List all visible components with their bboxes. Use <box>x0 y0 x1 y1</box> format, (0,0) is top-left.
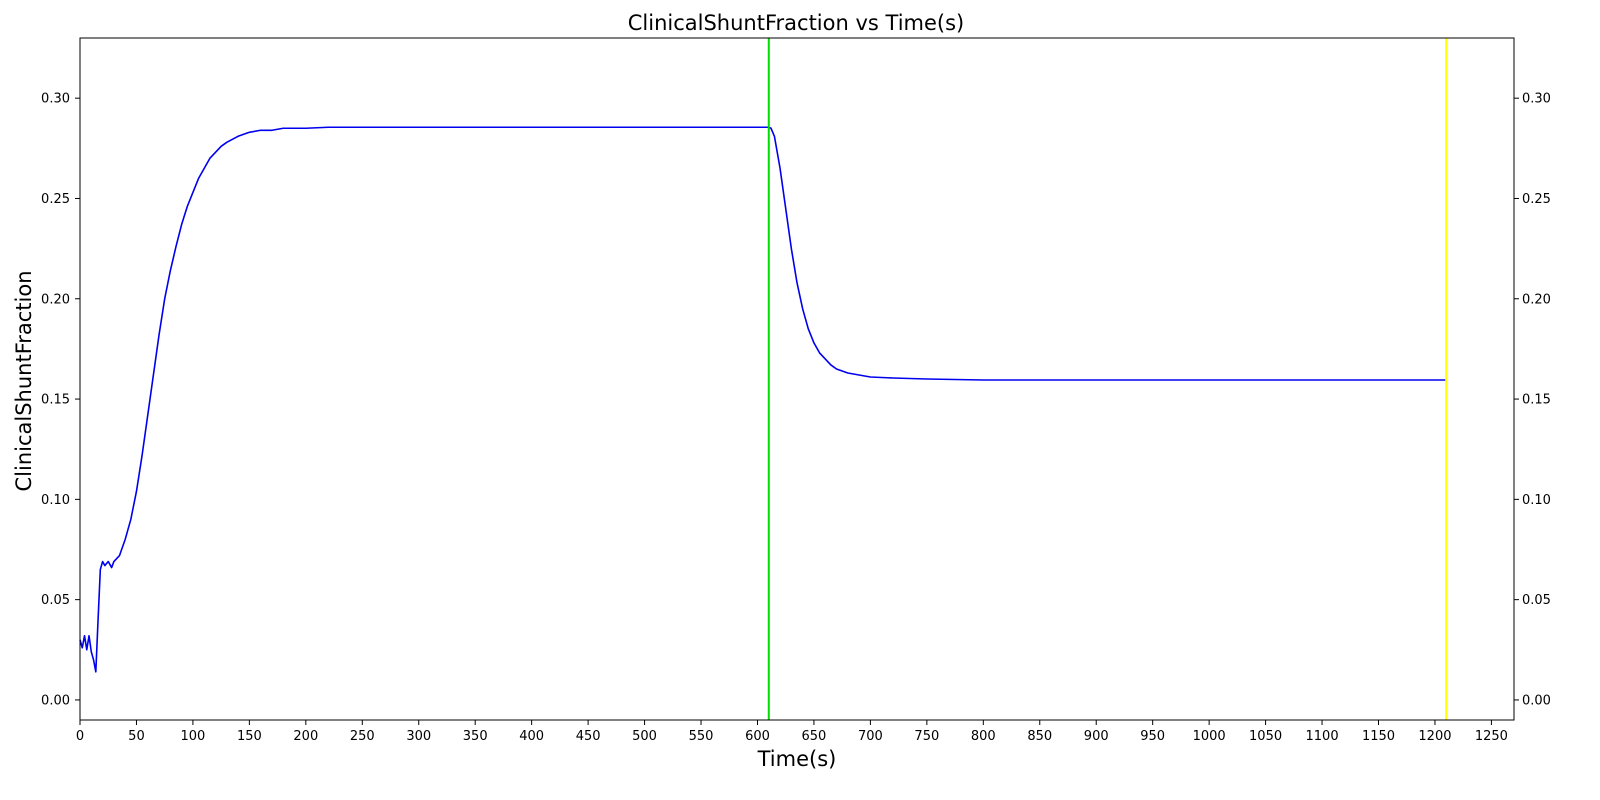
x-tick-label: 600 <box>745 729 770 744</box>
x-tick-label: 950 <box>1140 729 1165 744</box>
y-tick-label-right: 0.25 <box>1522 192 1551 207</box>
x-tick-label: 550 <box>689 729 714 744</box>
y-tick-label-left: 0.15 <box>41 393 70 408</box>
y-axis-right-ticks: 0.00 0.05 0.10 0.15 0.20 0.25 0.30 <box>1514 92 1551 708</box>
y-tick-label-left: 0.05 <box>41 593 70 608</box>
x-tick-label: 1250 <box>1475 729 1508 744</box>
y-tick-label-right: 0.20 <box>1522 292 1551 307</box>
x-axis-ticks: 0 50 100 150 200 250 300 350 400 450 500 550 600 650 7… <box>76 720 1508 744</box>
y-tick-label-left: 0.10 <box>41 493 70 508</box>
y-axis-left-ticks: 0.00 0.05 0.10 0.15 0.20 0.25 0.30 <box>41 92 80 708</box>
y-tick-label-left: 0.20 <box>41 292 70 307</box>
y-tick-label-right: 0.00 <box>1522 693 1551 708</box>
x-tick-label: 700 <box>858 729 883 744</box>
x-tick-label: 100 <box>180 729 205 744</box>
x-tick-label: 500 <box>632 729 657 744</box>
x-tick-label: 450 <box>576 729 601 744</box>
y-tick-label-right: 0.30 <box>1522 92 1551 107</box>
x-tick-label: 650 <box>802 729 827 744</box>
y-axis-label: ClinicalShuntFraction <box>12 270 36 491</box>
y-tick-label-left: 0.00 <box>41 693 70 708</box>
x-tick-label: 1150 <box>1362 729 1395 744</box>
plot-area <box>79 38 1448 720</box>
x-tick-label: 350 <box>463 729 488 744</box>
x-tick-label: 1000 <box>1193 729 1226 744</box>
x-tick-label: 50 <box>128 729 145 744</box>
x-tick-label: 1050 <box>1249 729 1282 744</box>
y-tick-label-right: 0.15 <box>1522 393 1551 408</box>
y-tick-label-left: 0.30 <box>41 92 70 107</box>
x-tick-label: 250 <box>350 729 375 744</box>
x-tick-label: 200 <box>293 729 318 744</box>
x-tick-label: 850 <box>1027 729 1052 744</box>
x-tick-label: 400 <box>519 729 544 744</box>
x-tick-label: 750 <box>914 729 939 744</box>
chart-title: ClinicalShuntFraction vs Time(s) <box>628 11 964 35</box>
x-tick-label: 300 <box>406 729 431 744</box>
y-tick-label-right: 0.05 <box>1522 593 1551 608</box>
series-line-0 <box>79 126 1447 673</box>
x-tick-label: 150 <box>237 729 262 744</box>
y-tick-label-left: 0.25 <box>41 192 70 207</box>
x-tick-label: 900 <box>1084 729 1109 744</box>
x-tick-label: 1200 <box>1418 729 1451 744</box>
x-tick-label: 0 <box>76 729 84 744</box>
y-tick-label-right: 0.10 <box>1522 493 1551 508</box>
plot-frame <box>79 37 1515 721</box>
x-axis-label: Time(s) <box>757 747 837 771</box>
x-tick-label: 1100 <box>1306 729 1339 744</box>
x-tick-label: 800 <box>971 729 996 744</box>
